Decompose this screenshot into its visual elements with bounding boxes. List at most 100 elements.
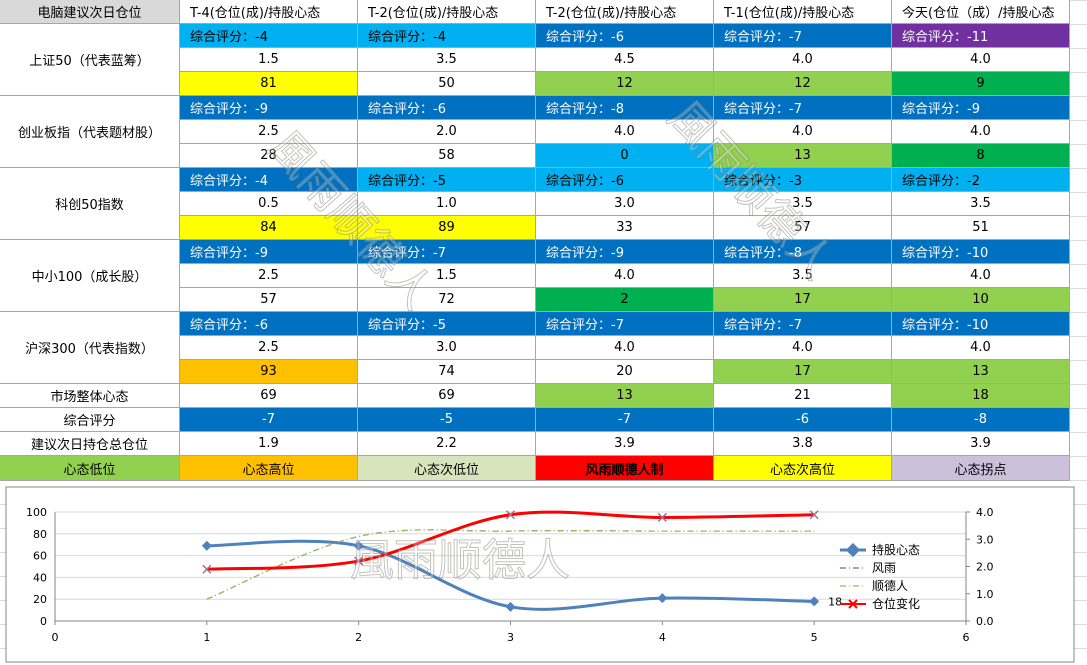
mood-cell: 2: [536, 288, 714, 312]
score-cell: 综合评分：-10: [892, 312, 1070, 336]
y2-tick-label: 1.0: [976, 588, 994, 601]
y-tick-label: 20: [33, 593, 47, 606]
score-cell: 综合评分：-9: [892, 96, 1070, 120]
row-label: 上证50（代表蓝筹）: [0, 24, 180, 96]
point: [809, 510, 819, 520]
mood-cell: 93: [180, 360, 358, 384]
y-tick-label: 60: [33, 550, 47, 563]
summary-cell: 3.9: [536, 432, 714, 456]
point: [505, 601, 516, 612]
score-cell: 综合评分：-8: [714, 240, 892, 264]
position-cell: 4.0: [714, 336, 892, 360]
position-cell: 4.0: [536, 264, 714, 288]
x-tick-label: 3: [507, 631, 514, 644]
point: [505, 510, 516, 520]
position-cell: 3.5: [714, 264, 892, 288]
position-cell: 2.5: [180, 120, 358, 144]
mood-cell: 13: [714, 144, 892, 168]
legend-cell: 心态高位: [180, 456, 358, 481]
summary-cell: 69: [358, 384, 536, 408]
score-cell: 综合评分：-9: [180, 240, 358, 264]
position-cell: 4.0: [714, 48, 892, 72]
legend-label: 仓位变化: [872, 596, 920, 611]
position-cell: 2.5: [180, 336, 358, 360]
score-cell: 综合评分：-7: [714, 96, 892, 120]
mood-cell: 17: [714, 288, 892, 312]
score-cell: 综合评分：-5: [358, 168, 536, 192]
legend-swatch: [840, 542, 866, 558]
series-line: [206, 529, 815, 600]
y-tick-label: 40: [33, 571, 47, 584]
y2-tick-label: 4.0: [976, 506, 994, 519]
point: [657, 593, 668, 604]
position-cell: 4.5: [536, 48, 714, 72]
row-label: 中小100（成长股）: [0, 240, 180, 312]
y2-tick-label: 0.0: [976, 615, 994, 628]
legend-cell: 心态低位: [0, 456, 180, 481]
mood-cell: 89: [358, 216, 536, 240]
summary-cell: -8: [892, 408, 1070, 432]
header-cell: T-1(仓位(成)/持股心态: [714, 0, 892, 24]
mood-cell: 57: [714, 216, 892, 240]
position-cell: 4.0: [536, 336, 714, 360]
x-tick-label: 1: [203, 631, 210, 644]
position-cell: 1.5: [180, 48, 358, 72]
legend-label: 风雨: [872, 561, 896, 575]
mood-cell: 12: [714, 72, 892, 96]
mood-cell: 28: [180, 144, 358, 168]
header-cell: T-4(仓位(成)/持股心态: [180, 0, 358, 24]
mood-cell: 51: [892, 216, 1070, 240]
point: [354, 556, 364, 566]
legend-swatch: [840, 599, 866, 609]
score-cell: 综合评分：-5: [358, 312, 536, 336]
position-cell: 4.0: [536, 120, 714, 144]
summary-cell: -7: [180, 408, 358, 432]
summary-cell: -5: [358, 408, 536, 432]
mood-cell: 9: [892, 72, 1070, 96]
score-cell: 综合评分：-7: [714, 312, 892, 336]
mood-cell: 57: [180, 288, 358, 312]
series-line: [206, 510, 815, 571]
mood-cell: 72: [358, 288, 536, 312]
row-label: 建议次日持仓总仓位: [0, 432, 180, 456]
header-cell: T-2(仓位(成)/持股心态: [358, 0, 536, 24]
position-cell: 4.0: [892, 336, 1070, 360]
mood-cell: 17: [714, 360, 892, 384]
position-cell: 1.0: [358, 192, 536, 216]
score-cell: 综合评分：-9: [536, 240, 714, 264]
mood-cell: 81: [180, 72, 358, 96]
row-label: 沪深300（代表指数）: [0, 312, 180, 384]
summary-cell: 18: [892, 384, 1070, 408]
position-cell: 3.0: [536, 192, 714, 216]
score-cell: 综合评分：-9: [180, 96, 358, 120]
legend-cell: 心态拐点: [892, 456, 1070, 481]
mood-cell: 20: [536, 360, 714, 384]
summary-cell: 13: [536, 384, 714, 408]
position-cell: 4.0: [892, 48, 1070, 72]
position-cell: 4.0: [892, 264, 1070, 288]
mood-cell: 33: [536, 216, 714, 240]
summary-cell: -6: [714, 408, 892, 432]
summary-cell: 3.8: [714, 432, 892, 456]
position-cell: 0.5: [180, 192, 358, 216]
point: [202, 564, 212, 574]
mood-cell: 13: [892, 360, 1070, 384]
score-cell: 综合评分：-2: [892, 168, 1070, 192]
score-cell: 综合评分：-4: [180, 24, 358, 48]
y2-tick-label: 3.0: [976, 533, 994, 546]
x-tick-label: 4: [659, 631, 666, 644]
score-cell: 综合评分：-6: [536, 168, 714, 192]
position-cell: 3.5: [714, 192, 892, 216]
point: [657, 512, 667, 522]
y-tick-label: 100: [26, 506, 47, 519]
position-cell: 4.0: [892, 120, 1070, 144]
y-tick-label: 80: [33, 528, 47, 541]
position-cell: 3.5: [358, 48, 536, 72]
y-tick-label: 0: [40, 615, 47, 628]
legend-cell: 心态次高位: [714, 456, 892, 481]
position-cell: 2.0: [358, 120, 536, 144]
position-cell: 3.5: [892, 192, 1070, 216]
mood-cell: 12: [536, 72, 714, 96]
mood-cell: 0: [536, 144, 714, 168]
mood-cell: 50: [358, 72, 536, 96]
